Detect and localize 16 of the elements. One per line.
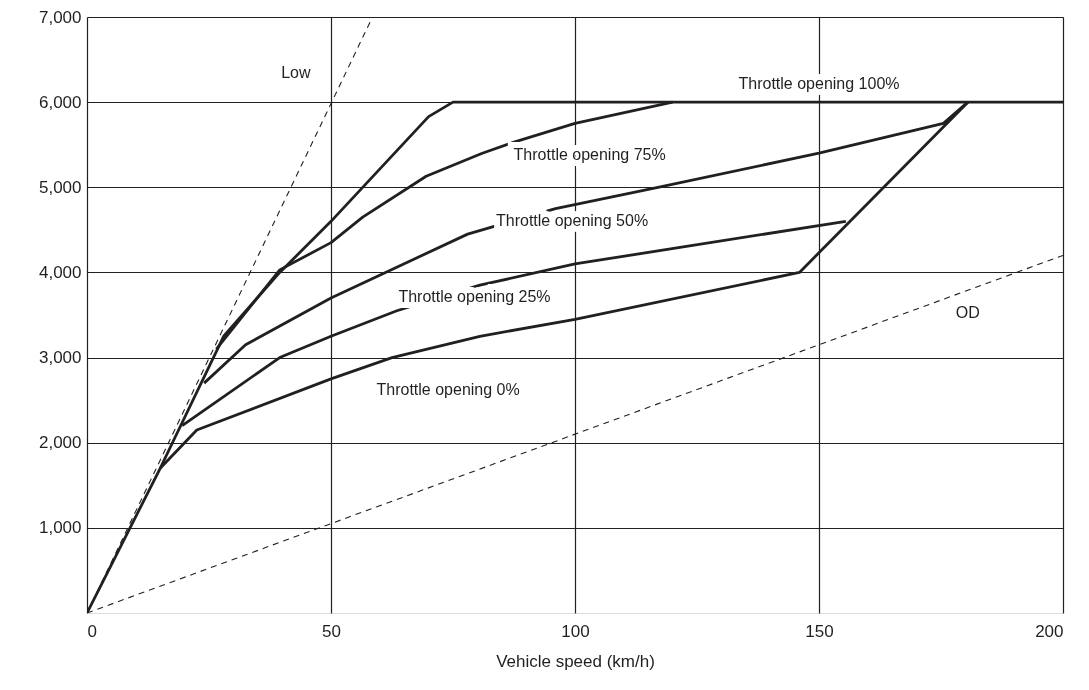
x-tick-label: 200 [1035, 621, 1064, 641]
x-tick-label: 100 [561, 621, 590, 641]
y-tick-label: 7,000 [38, 7, 82, 27]
y-tick-label: 5,000 [38, 177, 82, 197]
x-tick-label: 50 [322, 621, 341, 641]
x-tick-label: 150 [805, 621, 834, 641]
y-tick-label: 1,000 [38, 518, 82, 538]
y-tick-label: 3,000 [38, 348, 82, 368]
x-axis-title: Vehicle speed (km/h) [496, 651, 655, 671]
y-tick-label: 4,000 [38, 262, 82, 282]
series-label: OD [955, 304, 980, 322]
series-label: Throttle opening 0% [376, 381, 520, 399]
y-tick-label: 2,000 [38, 433, 82, 453]
series-label: Low [281, 64, 311, 82]
x-tick-label: 0 [87, 621, 97, 641]
y-tick-label: 6,000 [38, 92, 82, 112]
